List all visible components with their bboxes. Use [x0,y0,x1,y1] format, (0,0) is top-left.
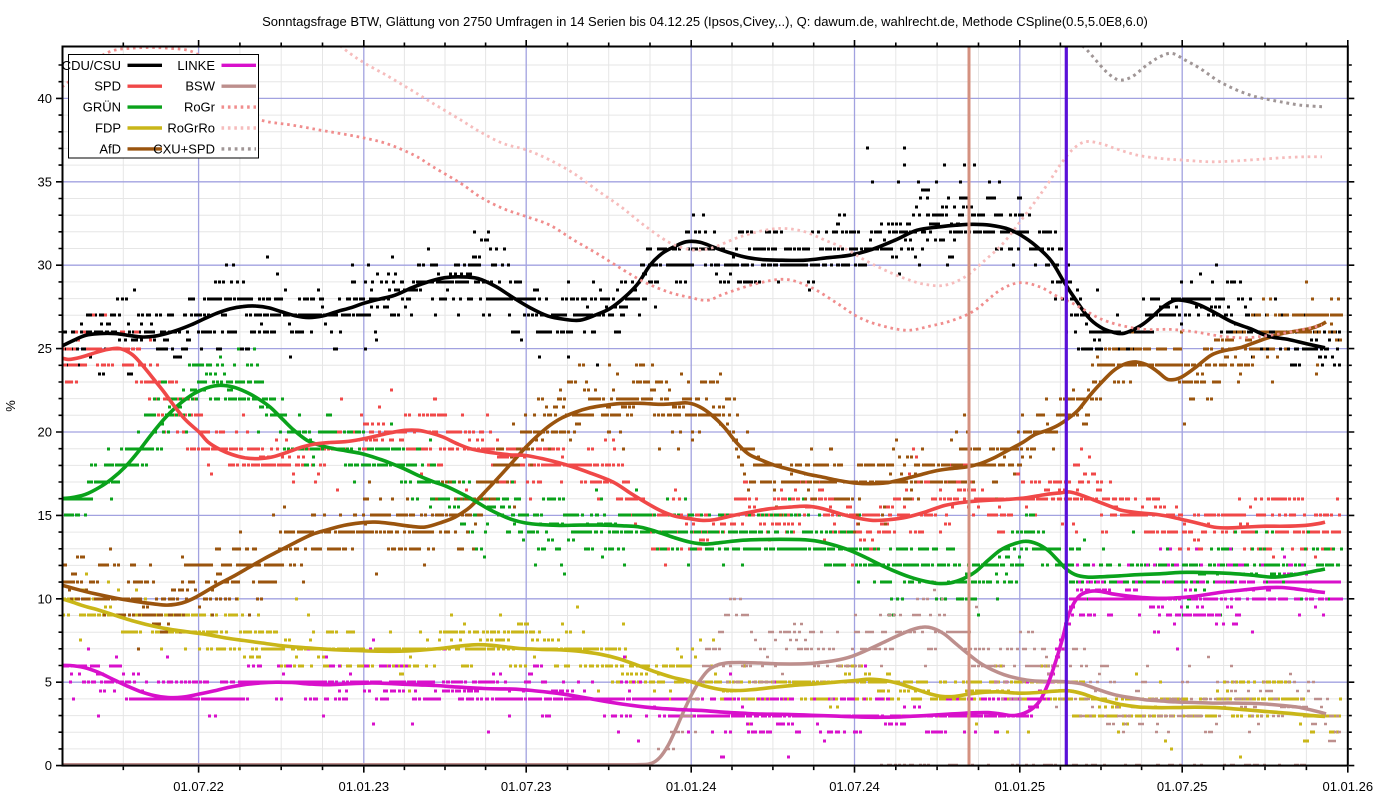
svg-text:10: 10 [38,591,52,606]
svg-text:0: 0 [45,758,52,773]
svg-text:01.01.23: 01.01.23 [338,779,389,794]
svg-text:35: 35 [38,174,52,189]
svg-text:LINKE: LINKE [177,58,215,73]
svg-text:GRÜN: GRÜN [83,100,121,115]
svg-text:AfD: AfD [99,141,121,156]
svg-text:01.01.25: 01.01.25 [994,779,1045,794]
svg-text:01.01.26: 01.01.26 [1322,779,1373,794]
svg-text:5: 5 [45,675,52,690]
svg-text:BSW: BSW [185,79,215,94]
svg-text:01.01.24: 01.01.24 [666,779,717,794]
svg-text:20: 20 [38,425,52,440]
svg-text:15: 15 [38,508,52,523]
svg-text:FDP: FDP [95,121,121,136]
svg-text:01.07.25: 01.07.25 [1157,779,1208,794]
svg-text:40: 40 [38,91,52,106]
svg-text:RoGr: RoGr [184,100,216,115]
svg-text:01.07.22: 01.07.22 [173,779,224,794]
svg-text:%: % [3,400,18,412]
svg-text:30: 30 [38,258,52,273]
svg-text:01.07.24: 01.07.24 [829,779,880,794]
svg-text:CDU/CSU: CDU/CSU [62,58,121,73]
svg-text:CXU+SPD: CXU+SPD [153,141,215,156]
svg-text:01.07.23: 01.07.23 [501,779,552,794]
svg-text:SPD: SPD [94,79,121,94]
svg-text:Sonntagsfrage BTW, Glättung vo: Sonntagsfrage BTW, Glättung von 2750 Umf… [262,14,1148,29]
svg-text:25: 25 [38,341,52,356]
svg-text:RoGrRo: RoGrRo [167,121,215,136]
